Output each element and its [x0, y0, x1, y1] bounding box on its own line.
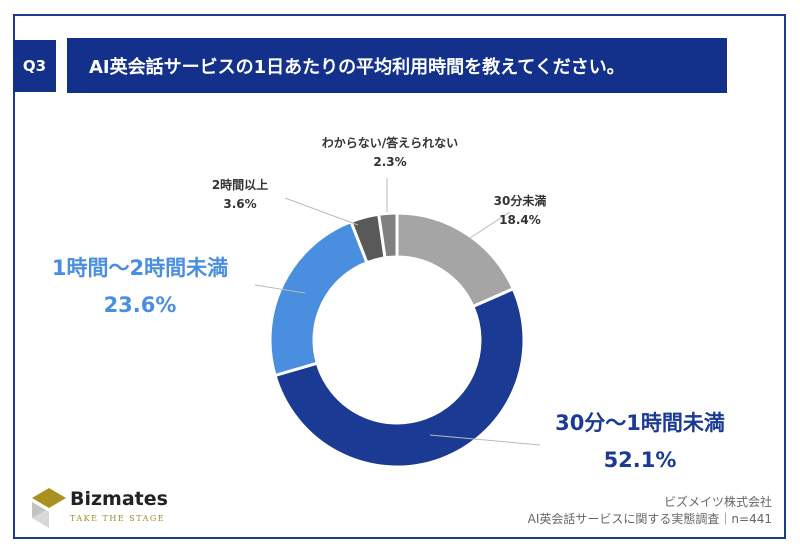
label-over-2h: 2時間以上 3.6%: [190, 176, 290, 214]
leader-line: [254, 284, 306, 294]
category-label: 2時間以上: [211, 178, 269, 192]
slice-unknown: [377, 211, 399, 260]
label-unknown: わからない/答えられない 2.3%: [290, 134, 490, 172]
source-note: ビズメイツ株式会社 AI英会話サービスに関する実態調査｜n=441: [528, 494, 772, 529]
chart-title: AI英会話サービスの1日あたりの平均利用時間を教えてください。: [67, 38, 727, 93]
category-label: 30分未満: [493, 194, 547, 208]
category-label: わからない/答えられない: [321, 136, 459, 150]
company-name: ビズメイツ株式会社: [663, 495, 772, 509]
chart-frame: [13, 14, 786, 539]
value-label: 18.4%: [499, 213, 541, 228]
survey-source: AI英会話サービスに関する実態調査｜n=441: [527, 512, 772, 527]
category-label: 30分〜1時間未満: [555, 411, 725, 435]
value-label: 23.6%: [103, 292, 177, 317]
slice-1h-2h: [268, 219, 369, 378]
brand-tagline: TAKE THE STAGE: [70, 514, 166, 523]
question-number: Q3: [13, 40, 56, 92]
value-label: 52.1%: [603, 447, 677, 472]
leader-line: [469, 211, 511, 239]
label-under-30min: 30分未満 18.4%: [480, 192, 560, 230]
category-label: 1時間〜2時間未満: [51, 256, 229, 280]
brand-name: Bizmates: [70, 488, 168, 510]
leader-line: [429, 434, 541, 446]
label-1h-2h: 1時間〜2時間未満 23.6%: [30, 250, 250, 324]
value-label: 2.3%: [373, 155, 407, 170]
slice-30min-1h: [273, 286, 526, 469]
leader-line: [284, 197, 359, 226]
label-30min-1h: 30分〜1時間未満 52.1%: [530, 405, 750, 479]
bizmates-logo-icon: [32, 488, 66, 528]
value-label: 3.6%: [223, 197, 257, 212]
